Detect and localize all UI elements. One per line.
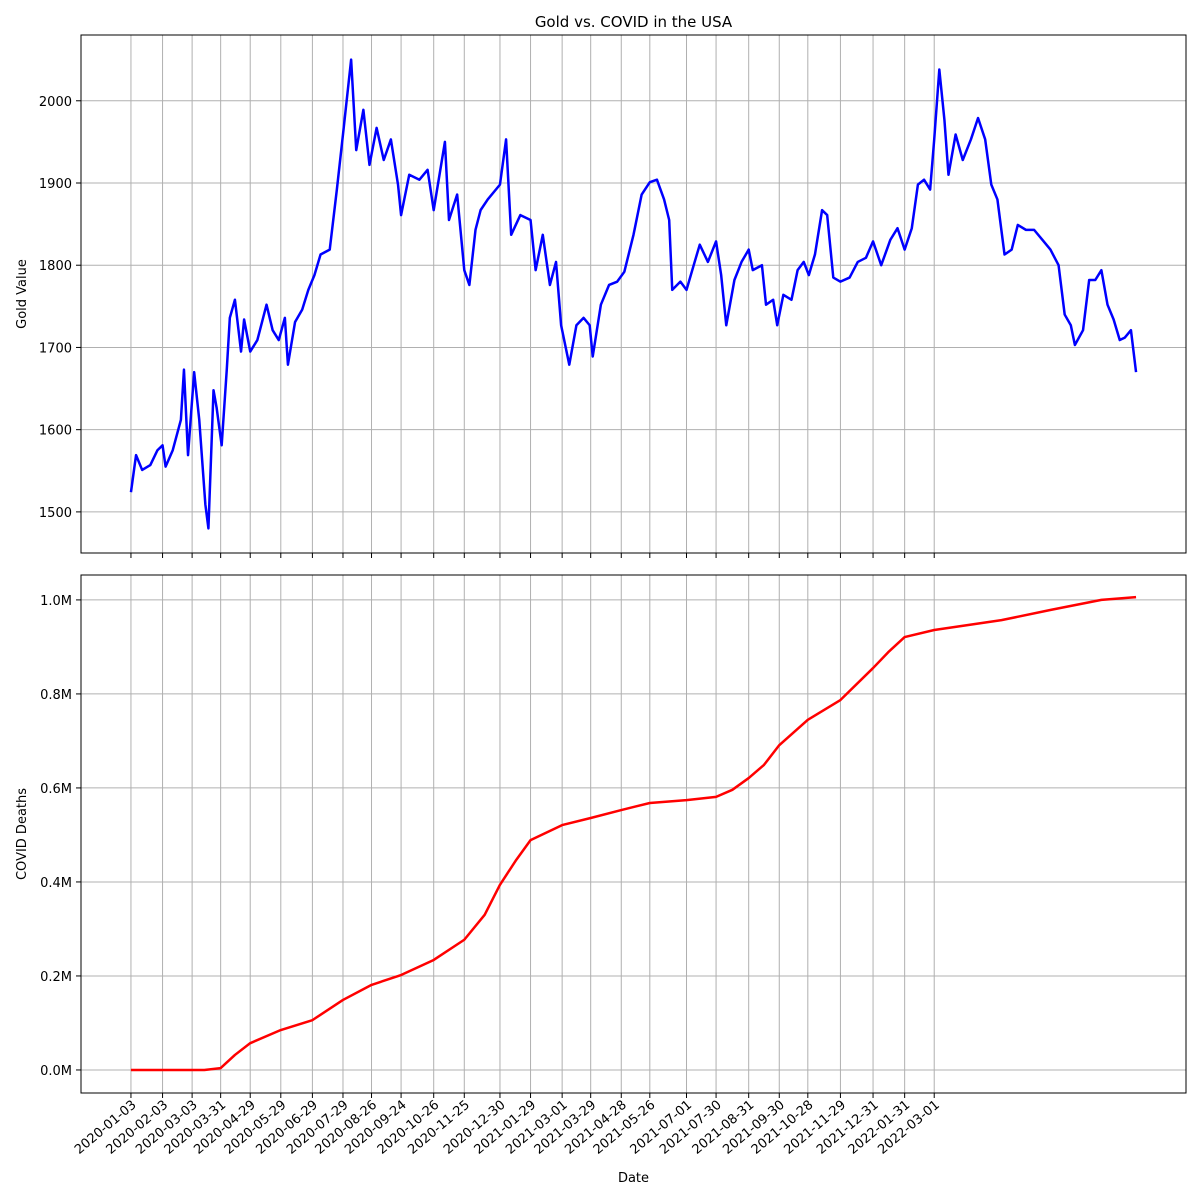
x-axis-label: Date [618,1171,649,1186]
y-tick-label: 0.0M [40,1064,72,1079]
y-tick-label: 1800 [39,259,72,274]
y-tick-label: 2000 [39,95,72,110]
data-line [129,58,1138,530]
y-tick-label: 0.8M [40,688,72,703]
y-tick-label: 0.4M [40,876,72,891]
y-tick-label: 1900 [39,177,72,192]
y-tick-label: 1500 [39,506,72,521]
axes-frame [80,34,1187,554]
data-line [130,595,1137,1072]
y-tick-label: 0.2M [40,970,72,985]
y-axis-label: COVID Deaths [15,788,30,880]
y-tick-label: 1600 [39,424,72,439]
y-tick-label: 0.6M [40,782,72,797]
chart-title: Gold vs. COVID in the USA [535,13,733,31]
axes-frame [80,574,1187,1094]
y-tick-label: 1.0M [40,594,72,609]
y-tick-label: 1700 [39,341,72,356]
y-axis-label: Gold Value [15,259,30,329]
